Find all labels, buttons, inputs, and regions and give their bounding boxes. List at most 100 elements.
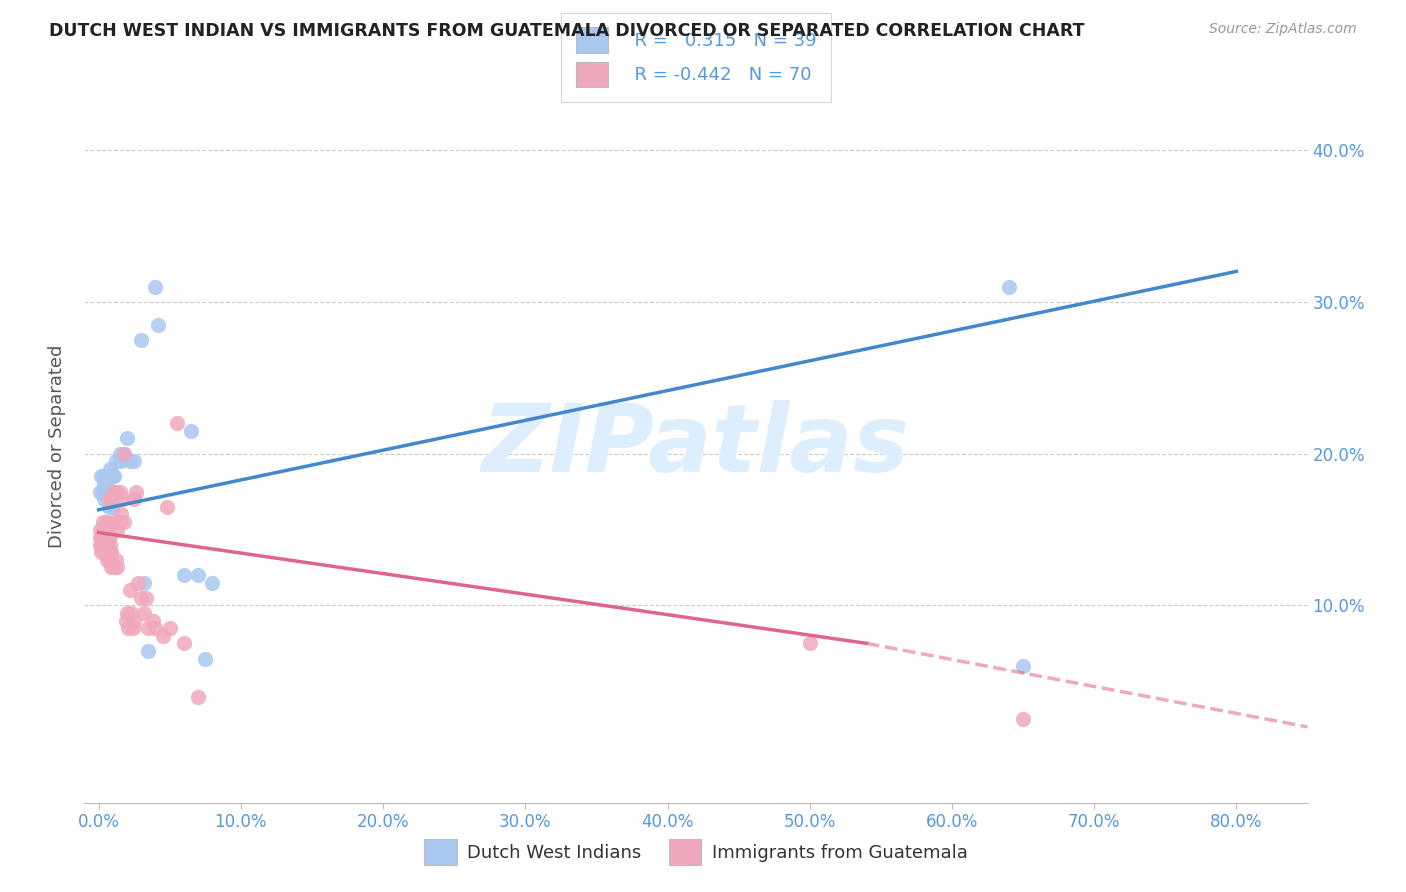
Point (101, 492, 124, 507)
Point (97, 469, 120, 483)
Point (103, 484, 125, 499)
Point (145, 279, 167, 293)
Point (173, 568, 195, 582)
Point (132, 575, 155, 590)
Point (108, 515, 131, 529)
Point (124, 484, 146, 499)
Point (104, 553, 127, 567)
Point (127, 575, 149, 590)
Point (94, 523, 117, 537)
Point (100, 560, 122, 574)
Point (98, 538, 121, 552)
Point (93, 523, 115, 537)
Point (111, 492, 134, 507)
Point (108, 484, 131, 499)
Text: DUTCH WEST INDIAN VS IMMIGRANTS FROM GUATEMALA DIVORCED OR SEPARATED CORRELATION: DUTCH WEST INDIAN VS IMMIGRANTS FROM GUA… (49, 22, 1084, 40)
Point (101, 469, 124, 483)
Point (89, 530, 111, 544)
Point (145, 621, 167, 635)
Point (120, 606, 142, 620)
Point (112, 447, 135, 461)
Point (107, 515, 129, 529)
Point (121, 621, 143, 635)
Point (98, 530, 121, 544)
Point (118, 583, 141, 598)
Point (110, 454, 132, 468)
Point (1012, 659, 1035, 673)
Point (93, 477, 115, 491)
Text: ZIPatlas: ZIPatlas (482, 400, 910, 492)
Point (187, 690, 209, 704)
Point (118, 454, 141, 468)
Point (96, 553, 118, 567)
Point (100, 484, 122, 499)
Point (97, 484, 120, 499)
Point (173, 636, 195, 650)
Point (90, 469, 112, 483)
Point (201, 575, 224, 590)
Point (89, 484, 111, 499)
Point (91, 484, 114, 499)
Point (129, 333, 152, 347)
Point (117, 621, 139, 635)
Point (129, 591, 152, 605)
Point (194, 651, 217, 665)
Point (138, 621, 160, 635)
Point (101, 500, 124, 514)
Point (97, 545, 120, 559)
Point (166, 416, 188, 430)
Point (122, 492, 145, 507)
Point (135, 591, 157, 605)
Point (94, 469, 117, 483)
Point (114, 614, 136, 628)
Point (148, 318, 170, 332)
Point (104, 484, 127, 499)
Point (91, 523, 114, 537)
Point (115, 431, 138, 445)
Point (91, 530, 114, 544)
Point (101, 515, 124, 529)
Point (105, 523, 128, 537)
Point (122, 454, 145, 468)
Point (998, 279, 1021, 293)
Point (89, 538, 111, 552)
Point (104, 454, 127, 468)
Point (115, 606, 138, 620)
Point (1012, 712, 1035, 726)
Point (94, 477, 117, 491)
Point (152, 629, 174, 643)
Point (91, 515, 114, 529)
Point (89, 523, 111, 537)
Point (187, 568, 209, 582)
Point (180, 424, 202, 438)
Point (112, 515, 135, 529)
Point (98, 469, 121, 483)
Legend: Dutch West Indians, Immigrants from Guatemala: Dutch West Indians, Immigrants from Guat… (416, 832, 976, 872)
Point (108, 447, 131, 461)
Point (94, 530, 117, 544)
Point (103, 469, 125, 483)
Point (138, 644, 160, 658)
Point (96, 538, 118, 552)
Point (98, 462, 121, 476)
Point (96, 545, 118, 559)
Point (122, 614, 145, 628)
Point (93, 538, 115, 552)
Point (93, 530, 115, 544)
Point (110, 508, 132, 522)
Point (132, 606, 155, 620)
Point (159, 621, 181, 635)
Point (142, 614, 165, 628)
Point (94, 515, 117, 529)
Point (97, 553, 120, 567)
Point (97, 492, 120, 507)
Point (90, 530, 112, 544)
Point (98, 545, 121, 559)
Point (94, 484, 117, 499)
Point (91, 469, 114, 483)
Y-axis label: Divorced or Separated: Divorced or Separated (48, 344, 66, 548)
Point (100, 553, 122, 567)
Point (156, 500, 179, 514)
Point (93, 492, 115, 507)
Point (90, 545, 112, 559)
